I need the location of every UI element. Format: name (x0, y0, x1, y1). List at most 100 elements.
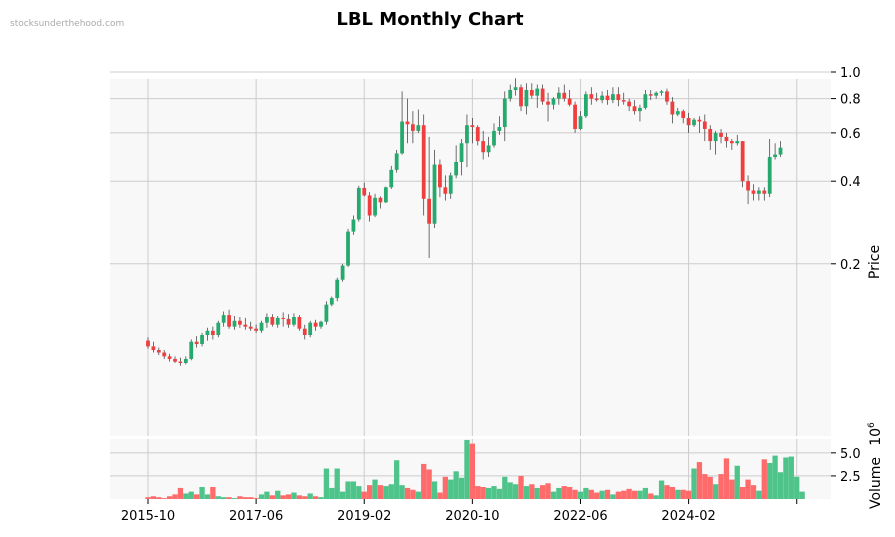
volume-bar (696, 462, 703, 499)
volume-bar (329, 487, 335, 499)
volume-bar (312, 496, 319, 499)
volume-bar (777, 472, 784, 499)
candle-body (162, 352, 167, 357)
candle-body (481, 141, 486, 153)
volume-bar (734, 465, 740, 499)
candle-body (313, 322, 318, 327)
candle-body (232, 320, 237, 327)
candle-body (362, 187, 367, 196)
volume-bar (361, 491, 367, 499)
candle-body (411, 124, 415, 131)
candle-body (448, 175, 453, 194)
candle-body (513, 87, 518, 90)
volume-bar (750, 485, 757, 499)
candle-body (459, 143, 464, 162)
volume-bar (475, 486, 481, 499)
volume-bar (631, 490, 638, 499)
volume-bar (221, 497, 227, 499)
candle-body (465, 125, 469, 144)
candle-body (254, 328, 259, 331)
volume-bar (469, 443, 476, 499)
volume-bar (339, 491, 346, 499)
volume-bar (448, 479, 454, 499)
candle-body (697, 119, 702, 122)
candle-body (681, 111, 686, 118)
volume-bar (767, 463, 773, 499)
volume-bar (345, 481, 351, 499)
volume-bar (453, 471, 459, 499)
candle-body (221, 315, 226, 323)
volume-bar (334, 468, 340, 499)
candle-body (346, 231, 350, 266)
volume-bar (680, 489, 686, 499)
candle-body (329, 298, 334, 305)
candle-body (259, 322, 264, 331)
candle-body (675, 111, 680, 115)
candle-body (756, 190, 761, 194)
candle-body (248, 326, 253, 329)
volume-bar (231, 498, 238, 499)
candle-body (400, 121, 404, 154)
candle-body (216, 322, 221, 336)
volume-bar (577, 491, 584, 499)
volume-bar (621, 490, 627, 499)
volume-bar (664, 485, 670, 499)
candle-body (524, 89, 529, 107)
volume-bar (215, 496, 221, 499)
candle-body (189, 341, 194, 359)
candle-body (270, 316, 275, 325)
x-tick-label: 2020-10 (445, 509, 499, 524)
volume-bar (291, 492, 297, 499)
candle-body (627, 101, 632, 107)
volume-bar (626, 488, 632, 499)
volume-bar (296, 495, 303, 499)
volume-bar (594, 492, 600, 499)
candle-body (519, 87, 523, 107)
volume-bar (183, 493, 189, 499)
candle-body (556, 92, 561, 99)
price-tick-label: 0.2 (840, 258, 861, 273)
candle-body (281, 317, 286, 319)
candle-body (367, 195, 372, 216)
volume-bar (648, 493, 654, 499)
volume-bar (604, 489, 611, 499)
volume-bar (599, 490, 605, 499)
volume-bar (615, 491, 621, 499)
candle-body (146, 340, 150, 347)
volume-bar (567, 487, 573, 499)
candle-body (751, 190, 756, 194)
candle-body (378, 197, 383, 203)
candle-body (654, 92, 659, 96)
candle-body (762, 190, 767, 194)
candle-body (373, 197, 377, 216)
candle-body (508, 89, 513, 99)
volume-bar (712, 484, 719, 499)
candle-body (210, 330, 215, 336)
volume-bar (307, 493, 313, 499)
volume-bar (237, 496, 243, 499)
volume-bar (788, 456, 794, 499)
candle-body (735, 141, 740, 144)
volume-bar (285, 494, 292, 499)
candle-body (621, 100, 626, 102)
candle-body (416, 125, 421, 131)
volume-bar (507, 482, 513, 499)
candle-body (243, 324, 248, 327)
volume-bar (669, 487, 676, 499)
price-axis-label: Price (867, 245, 883, 279)
volume-bar (464, 439, 470, 499)
volume-bar (199, 487, 205, 499)
volume-bar (718, 474, 724, 499)
volume-bar (685, 490, 692, 499)
x-tick-label: 2015-10 (121, 509, 175, 524)
candle-body (648, 94, 653, 96)
volume-bar (156, 497, 162, 499)
volume-bar (366, 485, 373, 499)
volume-bar (161, 498, 167, 499)
price-tick-label: 0.6 (840, 127, 861, 142)
volume-bar (512, 484, 519, 499)
candle-body (616, 94, 621, 101)
volume-bars (145, 439, 805, 499)
candle-body (670, 101, 675, 115)
